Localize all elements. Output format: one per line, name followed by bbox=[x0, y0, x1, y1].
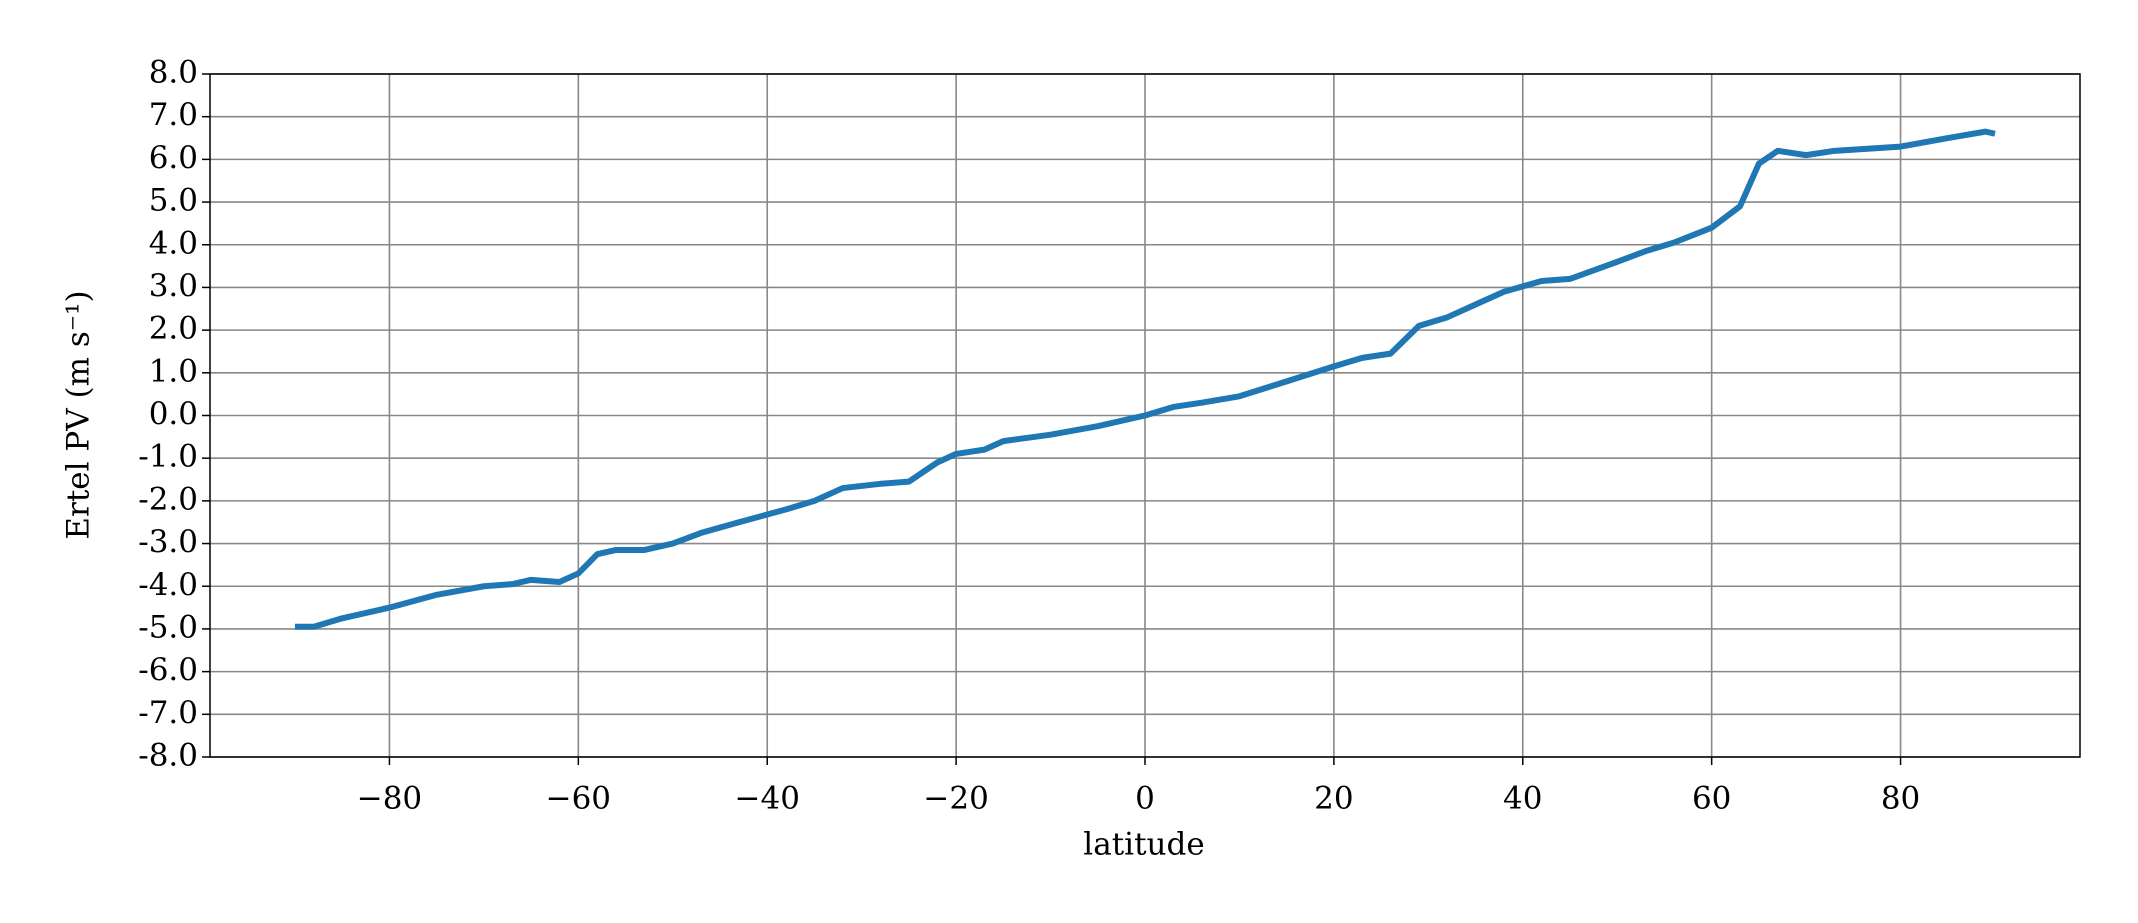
y-tick-label: -6.0 bbox=[138, 652, 198, 688]
x-tick-label: −40 bbox=[735, 781, 800, 817]
y-tick-label: -5.0 bbox=[138, 609, 198, 645]
y-tick-label: 6.0 bbox=[149, 140, 198, 176]
x-tick-label: 0 bbox=[1135, 781, 1155, 817]
x-tick-label: −20 bbox=[923, 781, 988, 817]
y-tick-label: 7.0 bbox=[149, 97, 198, 133]
x-tick-label: −60 bbox=[546, 781, 611, 817]
x-tick-label: 40 bbox=[1503, 781, 1542, 817]
plot-frame bbox=[209, 73, 2081, 758]
y-tick-label: 4.0 bbox=[149, 225, 198, 261]
y-tick-label: 3.0 bbox=[149, 268, 198, 304]
x-tick-label: 80 bbox=[1881, 781, 1920, 817]
y-tick-label: -1.0 bbox=[138, 439, 198, 475]
y-tick-label: 2.0 bbox=[149, 311, 198, 347]
y-tick-label: -8.0 bbox=[138, 738, 198, 774]
y-tick-label: 8.0 bbox=[149, 55, 198, 91]
y-tick-label: -2.0 bbox=[138, 481, 198, 517]
x-tick-label: 60 bbox=[1692, 781, 1731, 817]
y-tick-label: 1.0 bbox=[149, 353, 198, 389]
y-tick-label: 5.0 bbox=[149, 183, 198, 219]
y-tick-label: 0.0 bbox=[149, 396, 198, 432]
y-tick-label: -3.0 bbox=[138, 524, 198, 560]
y-tick-label: -7.0 bbox=[138, 695, 198, 731]
data-line bbox=[295, 128, 1996, 630]
y-tick-label: -4.0 bbox=[138, 567, 198, 603]
y-axis-label: Ertel PV (m s⁻¹) bbox=[61, 290, 97, 539]
x-tick-label: 20 bbox=[1314, 781, 1353, 817]
x-tick-label: −80 bbox=[357, 781, 422, 817]
x-axis-label: latitude bbox=[1083, 827, 1204, 863]
